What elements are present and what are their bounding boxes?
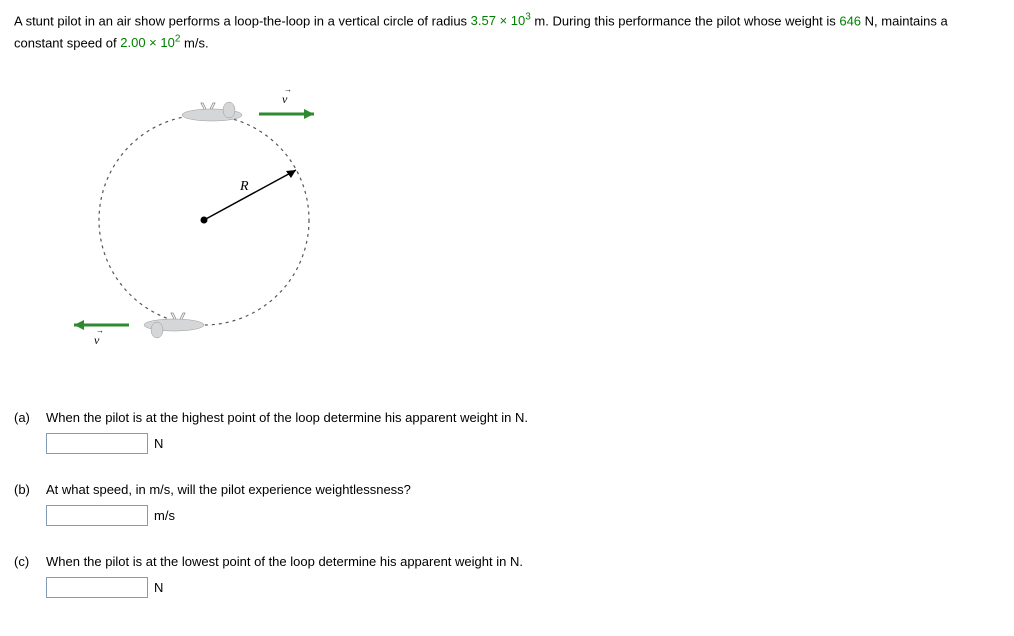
- velocity-arrowhead-bottom: [74, 320, 84, 330]
- radius-label: R: [240, 179, 249, 195]
- velocity-arrowhead-top: [304, 109, 314, 119]
- answer-input-c[interactable]: [46, 577, 148, 598]
- answer-input-b[interactable]: [46, 505, 148, 526]
- loop-diagram: R →v →v: [64, 70, 344, 360]
- text: m. During this performance the pilot who…: [531, 13, 840, 28]
- question-c: (c) When the pilot is at the lowest poin…: [14, 554, 1000, 598]
- unit-c: N: [154, 580, 163, 595]
- question-b-text: At what speed, in m/s, will the pilot ex…: [46, 482, 1000, 497]
- radius-value: 3.57 × 103: [471, 13, 531, 28]
- unit-a: N: [154, 436, 163, 451]
- question-b: (b) At what speed, in m/s, will the pilo…: [14, 482, 1000, 526]
- question-a-text: When the pilot is at the highest point o…: [46, 410, 1000, 425]
- unit-b: m/s: [154, 508, 175, 523]
- weight-value: 646: [839, 13, 861, 28]
- speed-value: 2.00 × 102: [120, 35, 180, 50]
- problem-statement: A stunt pilot in an air show performs a …: [14, 10, 1000, 54]
- plane-bottom: [144, 313, 204, 338]
- text: A stunt pilot in an air show performs a …: [14, 13, 471, 28]
- question-a-label: (a): [14, 410, 46, 425]
- answer-input-a[interactable]: [46, 433, 148, 454]
- text: m/s.: [180, 35, 208, 50]
- question-a: (a) When the pilot is at the highest poi…: [14, 410, 1000, 454]
- question-c-label: (c): [14, 554, 46, 569]
- plane-top: [182, 102, 242, 121]
- velocity-label-top: →v: [282, 92, 287, 107]
- question-b-label: (b): [14, 482, 46, 497]
- velocity-label-bottom: →v: [94, 333, 99, 348]
- radius-line: [204, 170, 296, 220]
- diagram-svg: [64, 70, 344, 360]
- question-c-text: When the pilot is at the lowest point of…: [46, 554, 1000, 569]
